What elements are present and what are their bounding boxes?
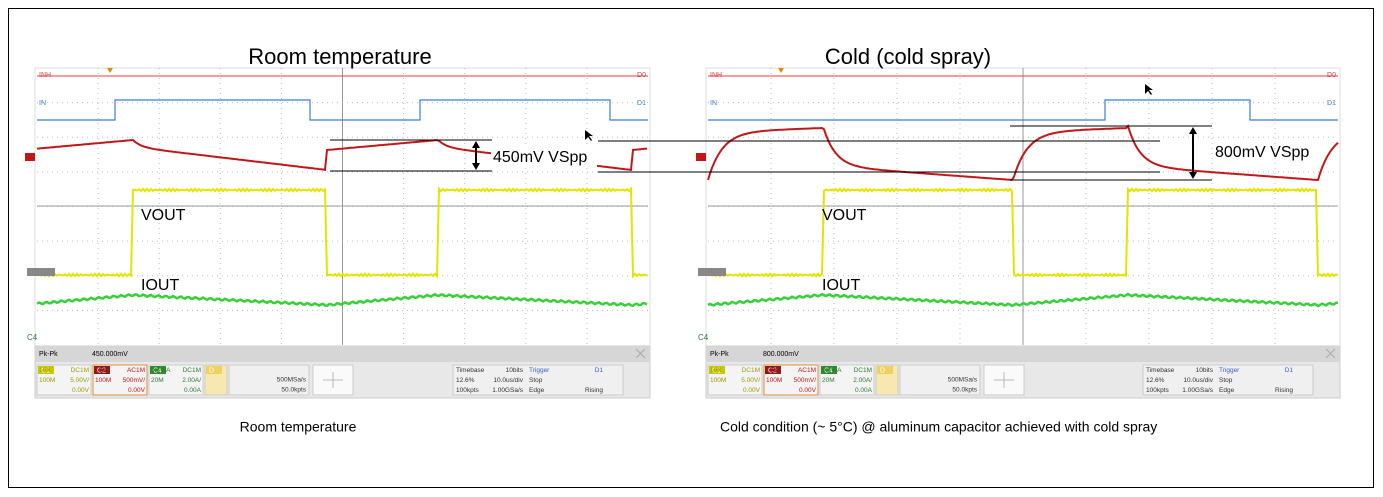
trace-tag: INH (39, 72, 51, 79)
channel-setting: 100M (766, 377, 782, 384)
channel-setting: AC1M (127, 367, 145, 374)
channel-setting: 0.00A (184, 387, 202, 394)
panel-caption: Cold condition (~ 5°C) @ aluminum capaci… (720, 419, 1157, 435)
timebase-field: 10.0us/div (493, 377, 523, 384)
trace-tag: D1 (1327, 100, 1336, 107)
measure-value: 450.000mV (92, 351, 128, 358)
channel-setting: 0.1V/A (151, 367, 171, 374)
channel-setting: DC1M (854, 367, 872, 374)
channel-setting: 500mV/ (123, 377, 146, 384)
timebase-field: 1.00GSa/s (492, 387, 523, 394)
channel-marker (696, 153, 706, 161)
measure-name: Pk-Pk (39, 351, 58, 358)
timebase-field: Stop (529, 377, 543, 384)
trace-tag: D1 (637, 100, 646, 107)
timebase-field: 100kpts (456, 387, 480, 394)
panel-title: Cold (cold spray) (825, 44, 991, 69)
channel-setting: 10X (95, 367, 107, 374)
vout-label: VOUT (822, 207, 867, 224)
measure-row (706, 346, 1340, 362)
page: INHIND0D1C4VOUTIOUTPk-Pk450.000mVC1DC1M1… (0, 0, 1383, 497)
channel-setting: 10X (39, 367, 51, 374)
measure-name: Pk-Pk (710, 351, 729, 358)
channel-marker (698, 268, 726, 276)
sample-points: 50.0kpts (281, 387, 306, 394)
channel-setting: 0.00V (743, 387, 761, 394)
channel-name: D (209, 367, 214, 374)
sample-rate: 500MSa/s (948, 377, 978, 384)
vspp-label: 450mV VSpp (493, 149, 587, 166)
channel-setting: 20M (822, 377, 835, 384)
channel-marker (27, 268, 55, 276)
panel-caption: Room temperature (240, 419, 357, 435)
vspp-label: 800mV VSpp (1215, 144, 1309, 161)
scope-panel (696, 68, 1340, 398)
timebase-field: Stop (1219, 377, 1233, 384)
timebase-field: 12.6% (1146, 377, 1165, 384)
timebase-field: 12.6% (456, 377, 475, 384)
trace-tag: C4 (27, 333, 38, 342)
trace-tag: INH (710, 72, 722, 79)
channel-setting: 10X (710, 367, 722, 374)
timebase-field: Rising (585, 387, 603, 394)
channel-setting: 2.00A/ (853, 377, 872, 384)
timebase-field: Trigger (1219, 367, 1240, 374)
trace-tag: D0 (1327, 72, 1336, 79)
trace-tag: C4 (698, 333, 709, 342)
channel-setting: DC1M (183, 367, 201, 374)
channel-setting: 0.00V (799, 387, 817, 394)
timebase-field: 1.00GSa/s (1182, 387, 1213, 394)
channel-setting: 0.00V (128, 387, 146, 394)
timebase-field: 10bits (1196, 367, 1214, 374)
timebase-field: D1 (1285, 367, 1294, 374)
timebase-field: 10.0us/div (1183, 377, 1213, 384)
channel-setting: 100M (710, 377, 726, 384)
channel-setting: 500mV/ (794, 377, 817, 384)
iout-label: IOUT (141, 277, 179, 294)
measure-value: 800.000mV (763, 351, 799, 358)
sample-rate: 500MSa/s (277, 377, 307, 384)
channel-marker (25, 153, 35, 161)
timebase-field: Timebase (1146, 367, 1175, 374)
channel-setting: 2.00A/ (182, 377, 201, 384)
channel-setting: 0.00V (72, 387, 90, 394)
channel-setting: 0.1V/A (822, 367, 842, 374)
sample-points: 50.0kpts (952, 387, 977, 394)
channel-setting: 5.00V/ (70, 377, 89, 384)
vout-label: VOUT (141, 207, 186, 224)
timebase-field: Edge (529, 387, 545, 394)
timebase-field: 100kpts (1146, 387, 1170, 394)
channel-setting: 100M (39, 377, 55, 384)
channel-setting: 0.00A (855, 387, 873, 394)
channel-setting: 5.00V/ (741, 377, 760, 384)
channel-setting: 10X (766, 367, 778, 374)
timebase-field: Timebase (456, 367, 485, 374)
panel-title: Room temperature (248, 44, 431, 69)
trace-tag: D0 (637, 72, 646, 79)
channel-setting: 20M (151, 377, 164, 384)
trace-tag: IN (39, 100, 46, 107)
timebase-field: D1 (595, 367, 604, 374)
channel-setting: DC1M (71, 367, 89, 374)
channel-setting: 100M (95, 377, 111, 384)
channel-setting: AC1M (798, 367, 816, 374)
timebase-field: 10bits (506, 367, 524, 374)
timebase-field: Edge (1219, 387, 1235, 394)
channel-setting: DC1M (742, 367, 760, 374)
figure: INHIND0D1C4VOUTIOUTPk-Pk450.000mVC1DC1M1… (0, 0, 1383, 497)
timebase-field: Trigger (529, 367, 550, 374)
timebase-field: Rising (1275, 387, 1293, 394)
scope-panel (25, 68, 650, 398)
trace-tag: IN (710, 100, 717, 107)
channel-name: D (880, 367, 885, 374)
iout-label: IOUT (822, 277, 860, 294)
